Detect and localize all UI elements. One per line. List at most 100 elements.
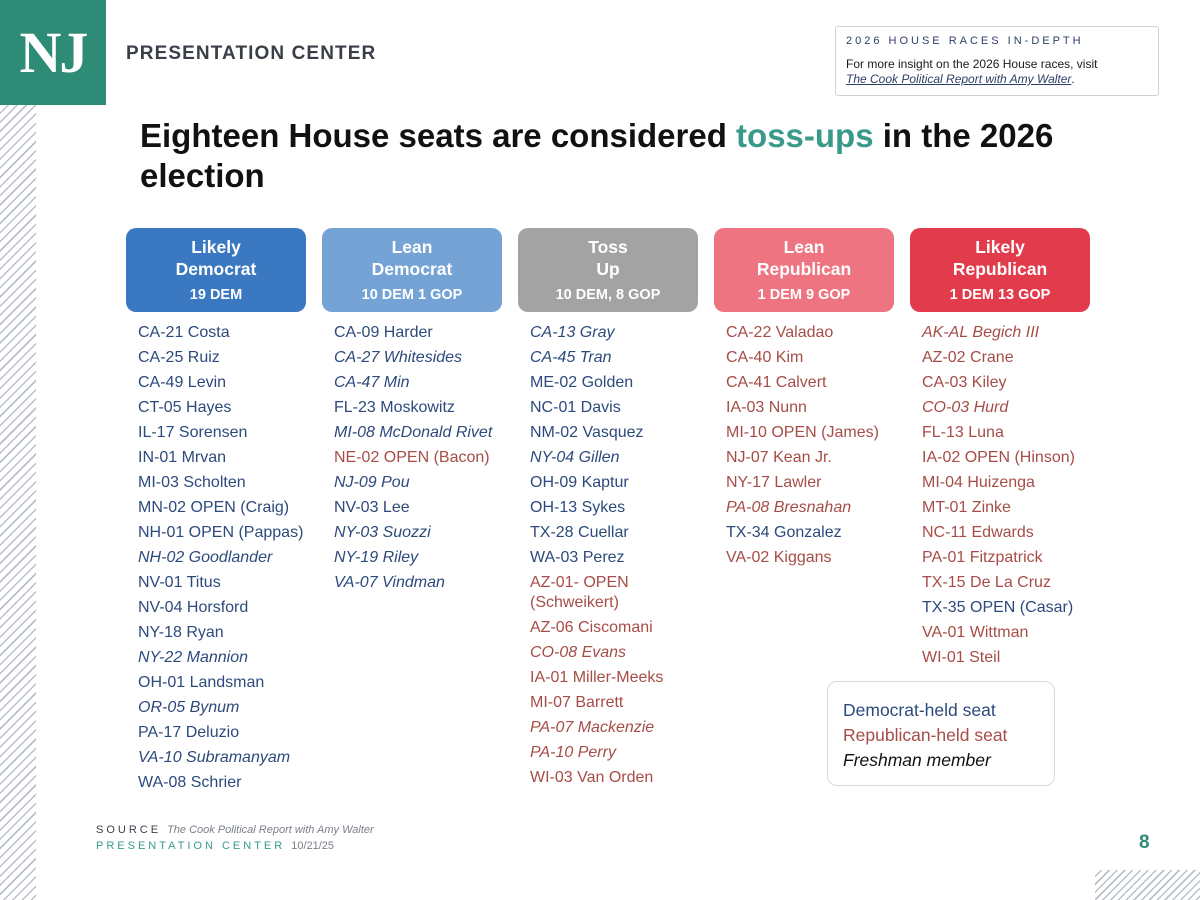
seat-item: CO-08 Evans xyxy=(530,644,627,661)
seat-item: IA-02 OPEN (Hinson) xyxy=(922,449,1075,466)
source-line: SOURCE The Cook Political Report with Amy… xyxy=(96,824,374,836)
seat-item: NH-01 OPEN (Pappas) xyxy=(138,524,304,541)
category-title: Likely Republican xyxy=(952,237,1048,279)
seat-item: PA-01 Fitzpatrick xyxy=(922,549,1043,566)
seat-item: NV-04 Horsford xyxy=(138,599,249,616)
seat-item: CA-13 Gray xyxy=(530,324,615,341)
insight-text-body: For more insight on the 2026 House races… xyxy=(846,57,1098,71)
seat-item: MT-01 Zinke xyxy=(922,499,1011,516)
seat-list-likely-rep: AK-AL Begich III AZ-02 Crane CA-03 Kiley CO… xyxy=(922,323,1107,673)
seat-item: MI-04 Huizenga xyxy=(922,474,1035,491)
seat-item: IN-01 Mrvan xyxy=(138,449,227,466)
seat-item: NH-02 Goodlander xyxy=(138,549,273,566)
seat-item: ME-02 Golden xyxy=(530,374,634,391)
seat-list-lean-rep: CA-22 Valadao CA-40 Kim CA-41 Calvert IA-03… xyxy=(726,323,911,573)
seat-item: NY-18 Ryan xyxy=(138,624,224,641)
seat-item: CA-40 Kim xyxy=(726,349,804,366)
insight-box: 2026 HOUSE RACES IN-DEPTH For more insig… xyxy=(835,26,1159,96)
source-text: The Cook Political Report with Amy Walte… xyxy=(167,824,374,836)
seat-item: PA-08 Bresnahan xyxy=(726,499,852,516)
seat-item: NM-02 Vasquez xyxy=(530,424,644,441)
seat-item: FL-23 Moskowitz xyxy=(334,399,455,416)
seat-item: WA-08 Schrier xyxy=(138,774,242,791)
seat-item: CA-22 Valadao xyxy=(726,324,834,341)
category-count: 10 DEM, 8 GOP xyxy=(555,287,661,303)
seat-item: NV-01 Titus xyxy=(138,574,221,591)
seat-item: OH-09 Kaptur xyxy=(530,474,629,491)
cook-report-link[interactable]: The Cook Political Report with Amy Walte… xyxy=(846,72,1072,86)
seat-item: VA-10 Subramanyam xyxy=(138,749,291,766)
seat-item: CO-03 Hurd xyxy=(922,399,1009,416)
seat-item: OH-01 Landsman xyxy=(138,674,265,691)
seat-item: CA-09 Harder xyxy=(334,324,433,341)
insight-title: 2026 HOUSE RACES IN-DEPTH xyxy=(846,35,1084,47)
legend-rep: Republican-held seat xyxy=(843,725,1008,745)
seat-item: MI-08 McDonald Rivet xyxy=(334,424,493,441)
seat-item: NC-01 Davis xyxy=(530,399,621,416)
seat-item: NE-02 OPEN (Bacon) xyxy=(334,449,490,466)
seat-item: NJ-09 Pou xyxy=(334,474,410,491)
page-title: Eighteen House seats are considered toss… xyxy=(140,116,1080,196)
seat-item: NY-17 Lawler xyxy=(726,474,822,491)
seat-item: NC-11 Edwards xyxy=(922,524,1034,541)
seat-item: FL-13 Luna xyxy=(922,424,1004,441)
seat-item: IL-17 Sorensen xyxy=(138,424,248,441)
category-header-lean-dem: Lean Democrat 10 DEM 1 GOP xyxy=(322,228,502,312)
seat-item: TX-28 Cuellar xyxy=(530,524,629,541)
seat-item: CA-03 Kiley xyxy=(922,374,1007,391)
seat-item: VA-02 Kiggans xyxy=(726,549,832,566)
seat-item: AK-AL Begich III xyxy=(922,324,1040,341)
nj-logo: NJ xyxy=(0,0,106,105)
seat-item: AZ-01- OPEN (Schweikert) xyxy=(530,574,629,611)
seat-item: OR-05 Bynum xyxy=(138,699,240,716)
seat-item: WI-01 Steil xyxy=(922,649,1001,666)
category-title: Likely Democrat xyxy=(175,237,257,279)
seat-item: PA-10 Perry xyxy=(530,744,616,761)
seat-item: WI-03 Van Orden xyxy=(530,769,654,786)
seat-item: PA-07 Mackenzie xyxy=(530,719,655,736)
presentation-center-line: PRESENTATION CENTER 10/21/25 xyxy=(96,840,334,852)
insight-text: For more insight on the 2026 House races… xyxy=(846,57,1148,87)
category-title: Lean Democrat xyxy=(371,237,453,279)
title-part-2: in the 2026 election xyxy=(140,117,1054,194)
seat-item: CA-41 Calvert xyxy=(726,374,827,391)
seat-item: VA-01 Wittman xyxy=(922,624,1029,641)
seat-item: NY-03 Suozzi xyxy=(334,524,431,541)
seat-item: IA-03 Nunn xyxy=(726,399,807,416)
seat-item: NY-22 Mannion xyxy=(138,649,248,666)
seat-item: NY-19 Riley xyxy=(334,549,419,566)
corner-stripe-decoration xyxy=(1095,870,1200,900)
seat-item: MI-07 Barrett xyxy=(530,694,624,711)
category-count: 10 DEM 1 GOP xyxy=(361,287,463,303)
seat-list-toss-up: CA-13 Gray CA-45 Tran ME-02 Golden NC-01 Da… xyxy=(530,323,715,793)
title-highlight: toss-ups xyxy=(736,117,874,154)
category-count: 1 DEM 13 GOP xyxy=(949,287,1051,303)
category-title: Lean Republican xyxy=(756,237,852,279)
seat-item: CA-25 Ruiz xyxy=(138,349,220,366)
seat-item: MN-02 OPEN (Craig) xyxy=(138,499,290,516)
category-header-likely-rep: Likely Republican 1 DEM 13 GOP xyxy=(910,228,1090,312)
category-header-likely-dem: Likely Democrat 19 DEM xyxy=(126,228,306,312)
seat-list-lean-dem: CA-09 Harder CA-27 Whitesides CA-47 Min FL-… xyxy=(334,323,519,598)
footer-date: 10/21/25 xyxy=(291,840,335,852)
seat-item: WA-03 Perez xyxy=(530,549,625,566)
seat-item: NV-03 Lee xyxy=(334,499,410,516)
seat-item: CA-27 Whitesides xyxy=(334,349,463,366)
seat-item: TX-15 De La Cruz xyxy=(922,574,1051,591)
seat-item: TX-35 OPEN (Casar) xyxy=(922,599,1074,616)
category-count: 19 DEM xyxy=(189,287,243,303)
legend-freshman: Freshman member xyxy=(843,750,991,770)
category-header-toss-up: Toss Up 10 DEM, 8 GOP xyxy=(518,228,698,312)
seat-item: CA-49 Levin xyxy=(138,374,227,391)
seat-item: CA-21 Costa xyxy=(138,324,230,341)
source-label: SOURCE xyxy=(96,824,162,836)
seat-item: CA-45 Tran xyxy=(530,349,612,366)
seat-item: NJ-07 Kean Jr. xyxy=(726,449,832,466)
logo-text: NJ xyxy=(19,20,89,85)
legend-box: Democrat-held seat Republican-held seat … xyxy=(827,681,1055,786)
title-part-1: Eighteen House seats are considered xyxy=(140,117,737,154)
seat-item: CA-47 Min xyxy=(334,374,410,391)
category-count: 1 DEM 9 GOP xyxy=(757,287,851,303)
category-title: Toss Up xyxy=(588,237,628,279)
seat-item: AZ-06 Ciscomani xyxy=(530,619,653,636)
